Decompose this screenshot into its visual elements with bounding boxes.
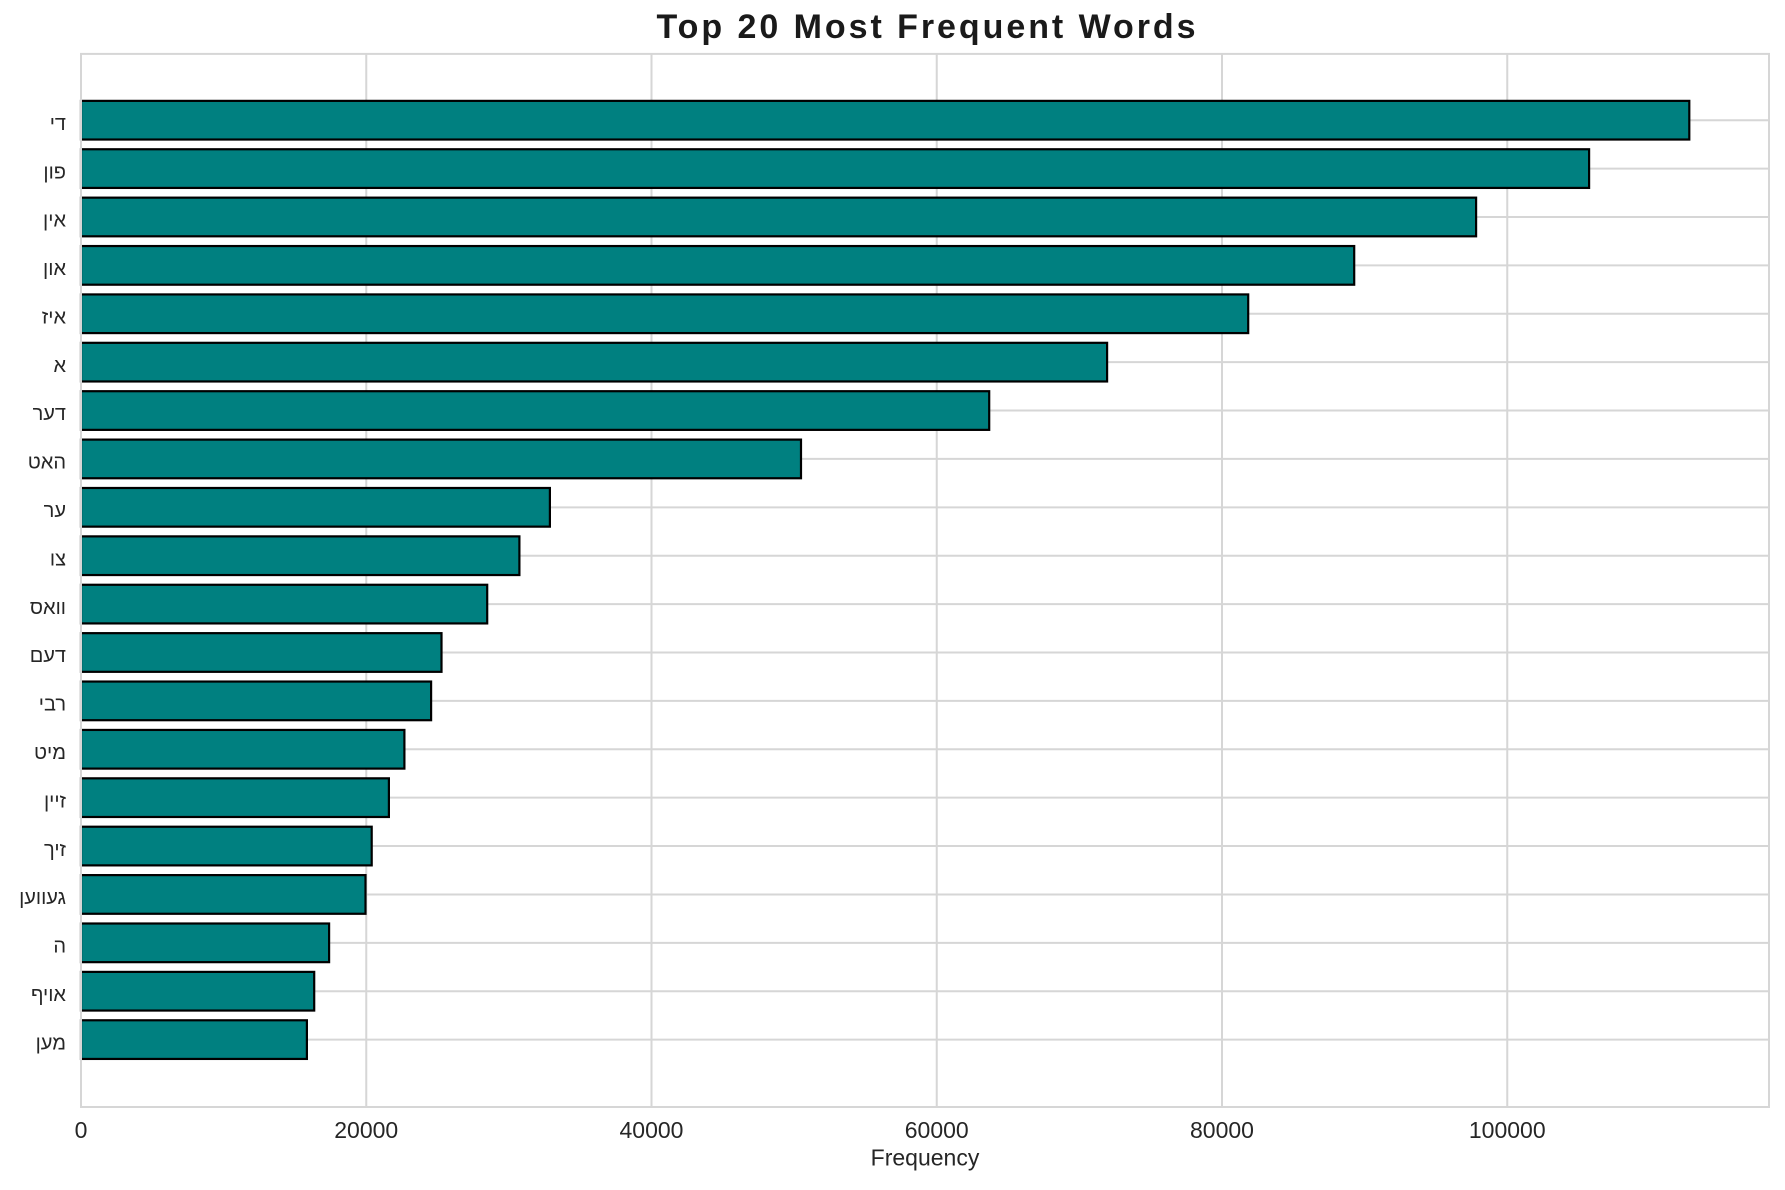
svg-text:איז: איז xyxy=(42,306,67,328)
svg-text:רבי: רבי xyxy=(39,694,66,716)
svg-text:Frequency: Frequency xyxy=(871,1145,980,1171)
svg-text:ה: ה xyxy=(53,936,66,958)
svg-text:וואס: וואס xyxy=(30,597,66,619)
svg-text:דער: דער xyxy=(33,403,66,425)
svg-text:60000: 60000 xyxy=(905,1117,969,1143)
svg-text:100000: 100000 xyxy=(1469,1117,1546,1143)
svg-text:האט: האט xyxy=(28,452,66,474)
svg-text:געווען: געווען xyxy=(19,887,66,909)
svg-text:0: 0 xyxy=(75,1117,88,1143)
svg-text:א: א xyxy=(53,355,66,377)
svg-text:Top 20 Most Frequent Words: Top 20 Most Frequent Words xyxy=(656,8,1198,46)
svg-text:זיך: זיך xyxy=(44,839,66,861)
svg-text:מיט: מיט xyxy=(34,742,66,764)
svg-text:פון: פון xyxy=(43,161,66,183)
svg-text:20000: 20000 xyxy=(334,1117,398,1143)
svg-text:זיין: זיין xyxy=(44,790,67,812)
svg-text:די: די xyxy=(50,113,66,135)
svg-text:40000: 40000 xyxy=(620,1117,684,1143)
svg-text:מען: מען xyxy=(36,1032,66,1054)
svg-text:אין: אין xyxy=(43,210,66,232)
svg-text:אויף: אויף xyxy=(31,984,66,1006)
svg-text:צו: צו xyxy=(50,548,66,570)
svg-text:80000: 80000 xyxy=(1190,1117,1254,1143)
svg-text:דעם: דעם xyxy=(30,645,66,667)
svg-text:און: און xyxy=(43,258,66,280)
svg-text:ער: ער xyxy=(44,500,66,522)
